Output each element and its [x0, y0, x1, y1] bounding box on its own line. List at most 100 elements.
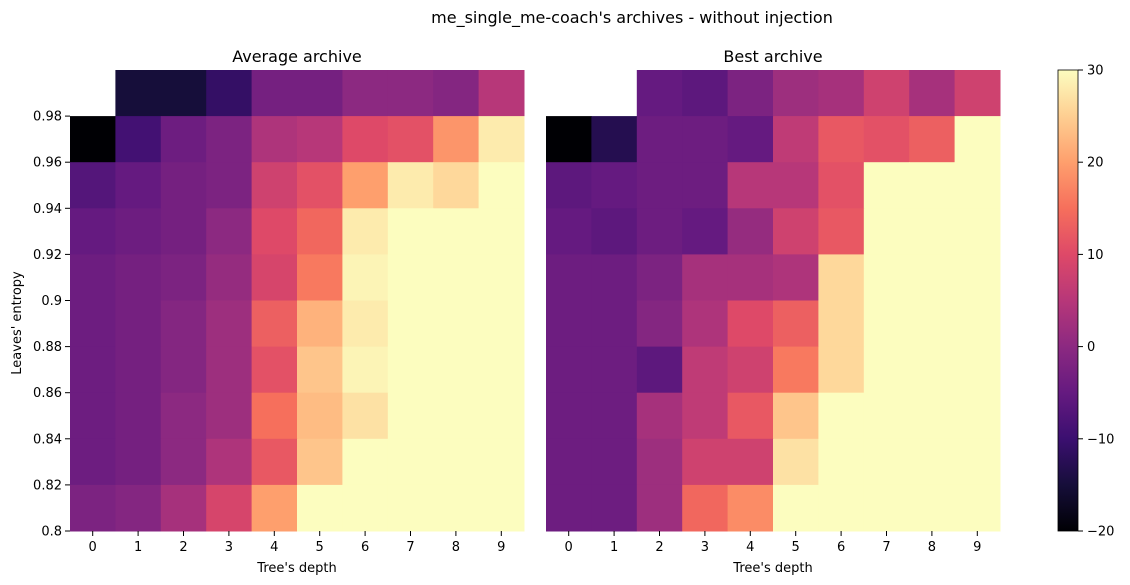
y-axis-label: Leaves' entropy: [10, 271, 25, 375]
heatmap-cell: [727, 392, 774, 440]
y-tick-label: 0.84: [33, 432, 62, 447]
heatmap-cell: [818, 162, 865, 209]
x-axis-label-best: Tree's depth: [732, 561, 812, 576]
heatmap-cell: [773, 162, 819, 209]
heatmap-cell: [70, 346, 116, 394]
heatmap-cell: [70, 162, 116, 209]
heatmap-cell: [727, 70, 774, 117]
heatmap-cell: [773, 484, 819, 532]
heatmap-cell: [591, 392, 638, 440]
heatmap-cell: [909, 438, 956, 486]
heatmap-cell: [70, 116, 116, 163]
heatmap-cell: [251, 162, 298, 209]
heatmap-cell: [251, 438, 298, 486]
x-tick-label: 9: [497, 540, 505, 555]
heatmap-cell: [342, 162, 389, 209]
heatmap-cell: [387, 438, 434, 486]
y-axis-ticks-average: 0.98 0.96 0.94 0.92 0.9 0.88 0.86 0.84 0.82 0.8: [33, 110, 70, 540]
heatmap-cell: [115, 254, 162, 301]
heatmap-cell: [206, 162, 253, 209]
heatmap-cell: [954, 162, 1001, 209]
x-tick-label: 1: [134, 540, 142, 555]
x-tick-label: 2: [655, 540, 663, 555]
heatmap-cell: [115, 392, 162, 440]
heatmap-cell: [115, 346, 162, 394]
heatmap-cell: [546, 346, 592, 394]
heatmap-cell: [433, 300, 480, 348]
heatmap-cell: [251, 484, 298, 532]
heatmap-cell: [115, 162, 162, 209]
heatmap-cell: [818, 254, 865, 301]
heatmap-cell: [727, 346, 774, 394]
heatmap-cell: [909, 116, 956, 163]
heatmap-cell: [251, 254, 298, 301]
heatmap-cell: [206, 208, 253, 255]
heatmap-cell: [115, 300, 162, 348]
heatmap-cell: [954, 208, 1001, 255]
heatmap-cell: [863, 162, 910, 209]
heatmap-cell: [773, 208, 819, 255]
heatmap-cell: [954, 254, 1001, 301]
colorbar-tick-label: −20: [1087, 525, 1114, 540]
heatmap-cell: [818, 438, 865, 486]
heatmap-cell: [160, 116, 207, 163]
heatmap-cell: [297, 70, 343, 117]
heatmap-cell: [160, 70, 207, 117]
heatmap-cell: [773, 392, 819, 440]
heatmap-cell: [206, 254, 253, 301]
x-tick-label: 9: [973, 540, 981, 555]
heatmap-cell: [160, 346, 207, 394]
heatmap-cell: [387, 346, 434, 394]
heatmap-cell: [342, 346, 389, 394]
heatmap-cell: [591, 116, 638, 163]
heatmap-cell: [682, 254, 729, 301]
heatmap-cell: [546, 484, 592, 532]
heatmap-cell: [909, 346, 956, 394]
heatmap-cell: [433, 254, 480, 301]
colorbar-tick-label: −10: [1087, 432, 1114, 447]
heatmap-cell: [773, 70, 819, 117]
heatmap-cell: [682, 208, 729, 255]
heatmap-cell: [206, 70, 253, 117]
heatmap-cell: [251, 208, 298, 255]
heatmap-cell: [954, 438, 1001, 486]
heatmap-cell: [591, 300, 638, 348]
y-tick-label: 0.96: [33, 156, 62, 171]
heatmap-cell: [863, 208, 910, 255]
heatmap-cell: [70, 254, 116, 301]
x-tick-label: 7: [882, 540, 890, 555]
heatmap-cell: [954, 116, 1001, 163]
heatmap-cell: [478, 484, 525, 532]
heatmap-cell: [818, 484, 865, 532]
heatmap-cell: [387, 254, 434, 301]
heatmap-cell: [682, 162, 729, 209]
heatmap-cell: [863, 392, 910, 440]
heatmap-cell: [160, 300, 207, 348]
heatmap-cell: [636, 300, 683, 348]
heatmap-cell: [160, 484, 207, 532]
panel-title-average: Average archive: [232, 47, 362, 66]
x-tick-label: 4: [270, 540, 278, 555]
heatmap-cell: [433, 162, 480, 209]
heatmap-cell: [818, 392, 865, 440]
heatmap-cell: [636, 392, 683, 440]
heatmap-cell: [636, 346, 683, 394]
heatmap-cell: [954, 392, 1001, 440]
x-tick-label: 5: [316, 540, 324, 555]
heatmap-cell: [682, 346, 729, 394]
heatmap-cell: [115, 484, 162, 532]
heatmap-cell: [682, 438, 729, 486]
heatmap-cell: [206, 300, 253, 348]
colorbar-tick-label: 10: [1087, 248, 1104, 263]
heatmap-cell: [342, 300, 389, 348]
heatmap-cell: [160, 254, 207, 301]
x-tick-label: 2: [179, 540, 187, 555]
heatmap-cell: [206, 438, 253, 486]
heatmap-cell: [251, 346, 298, 394]
heatmap-cell: [682, 70, 729, 117]
heatmap-cell: [387, 484, 434, 532]
heatmap-cell: [342, 438, 389, 486]
heatmap-cell: [727, 484, 774, 532]
colorbar-gradient: [1057, 69, 1079, 532]
